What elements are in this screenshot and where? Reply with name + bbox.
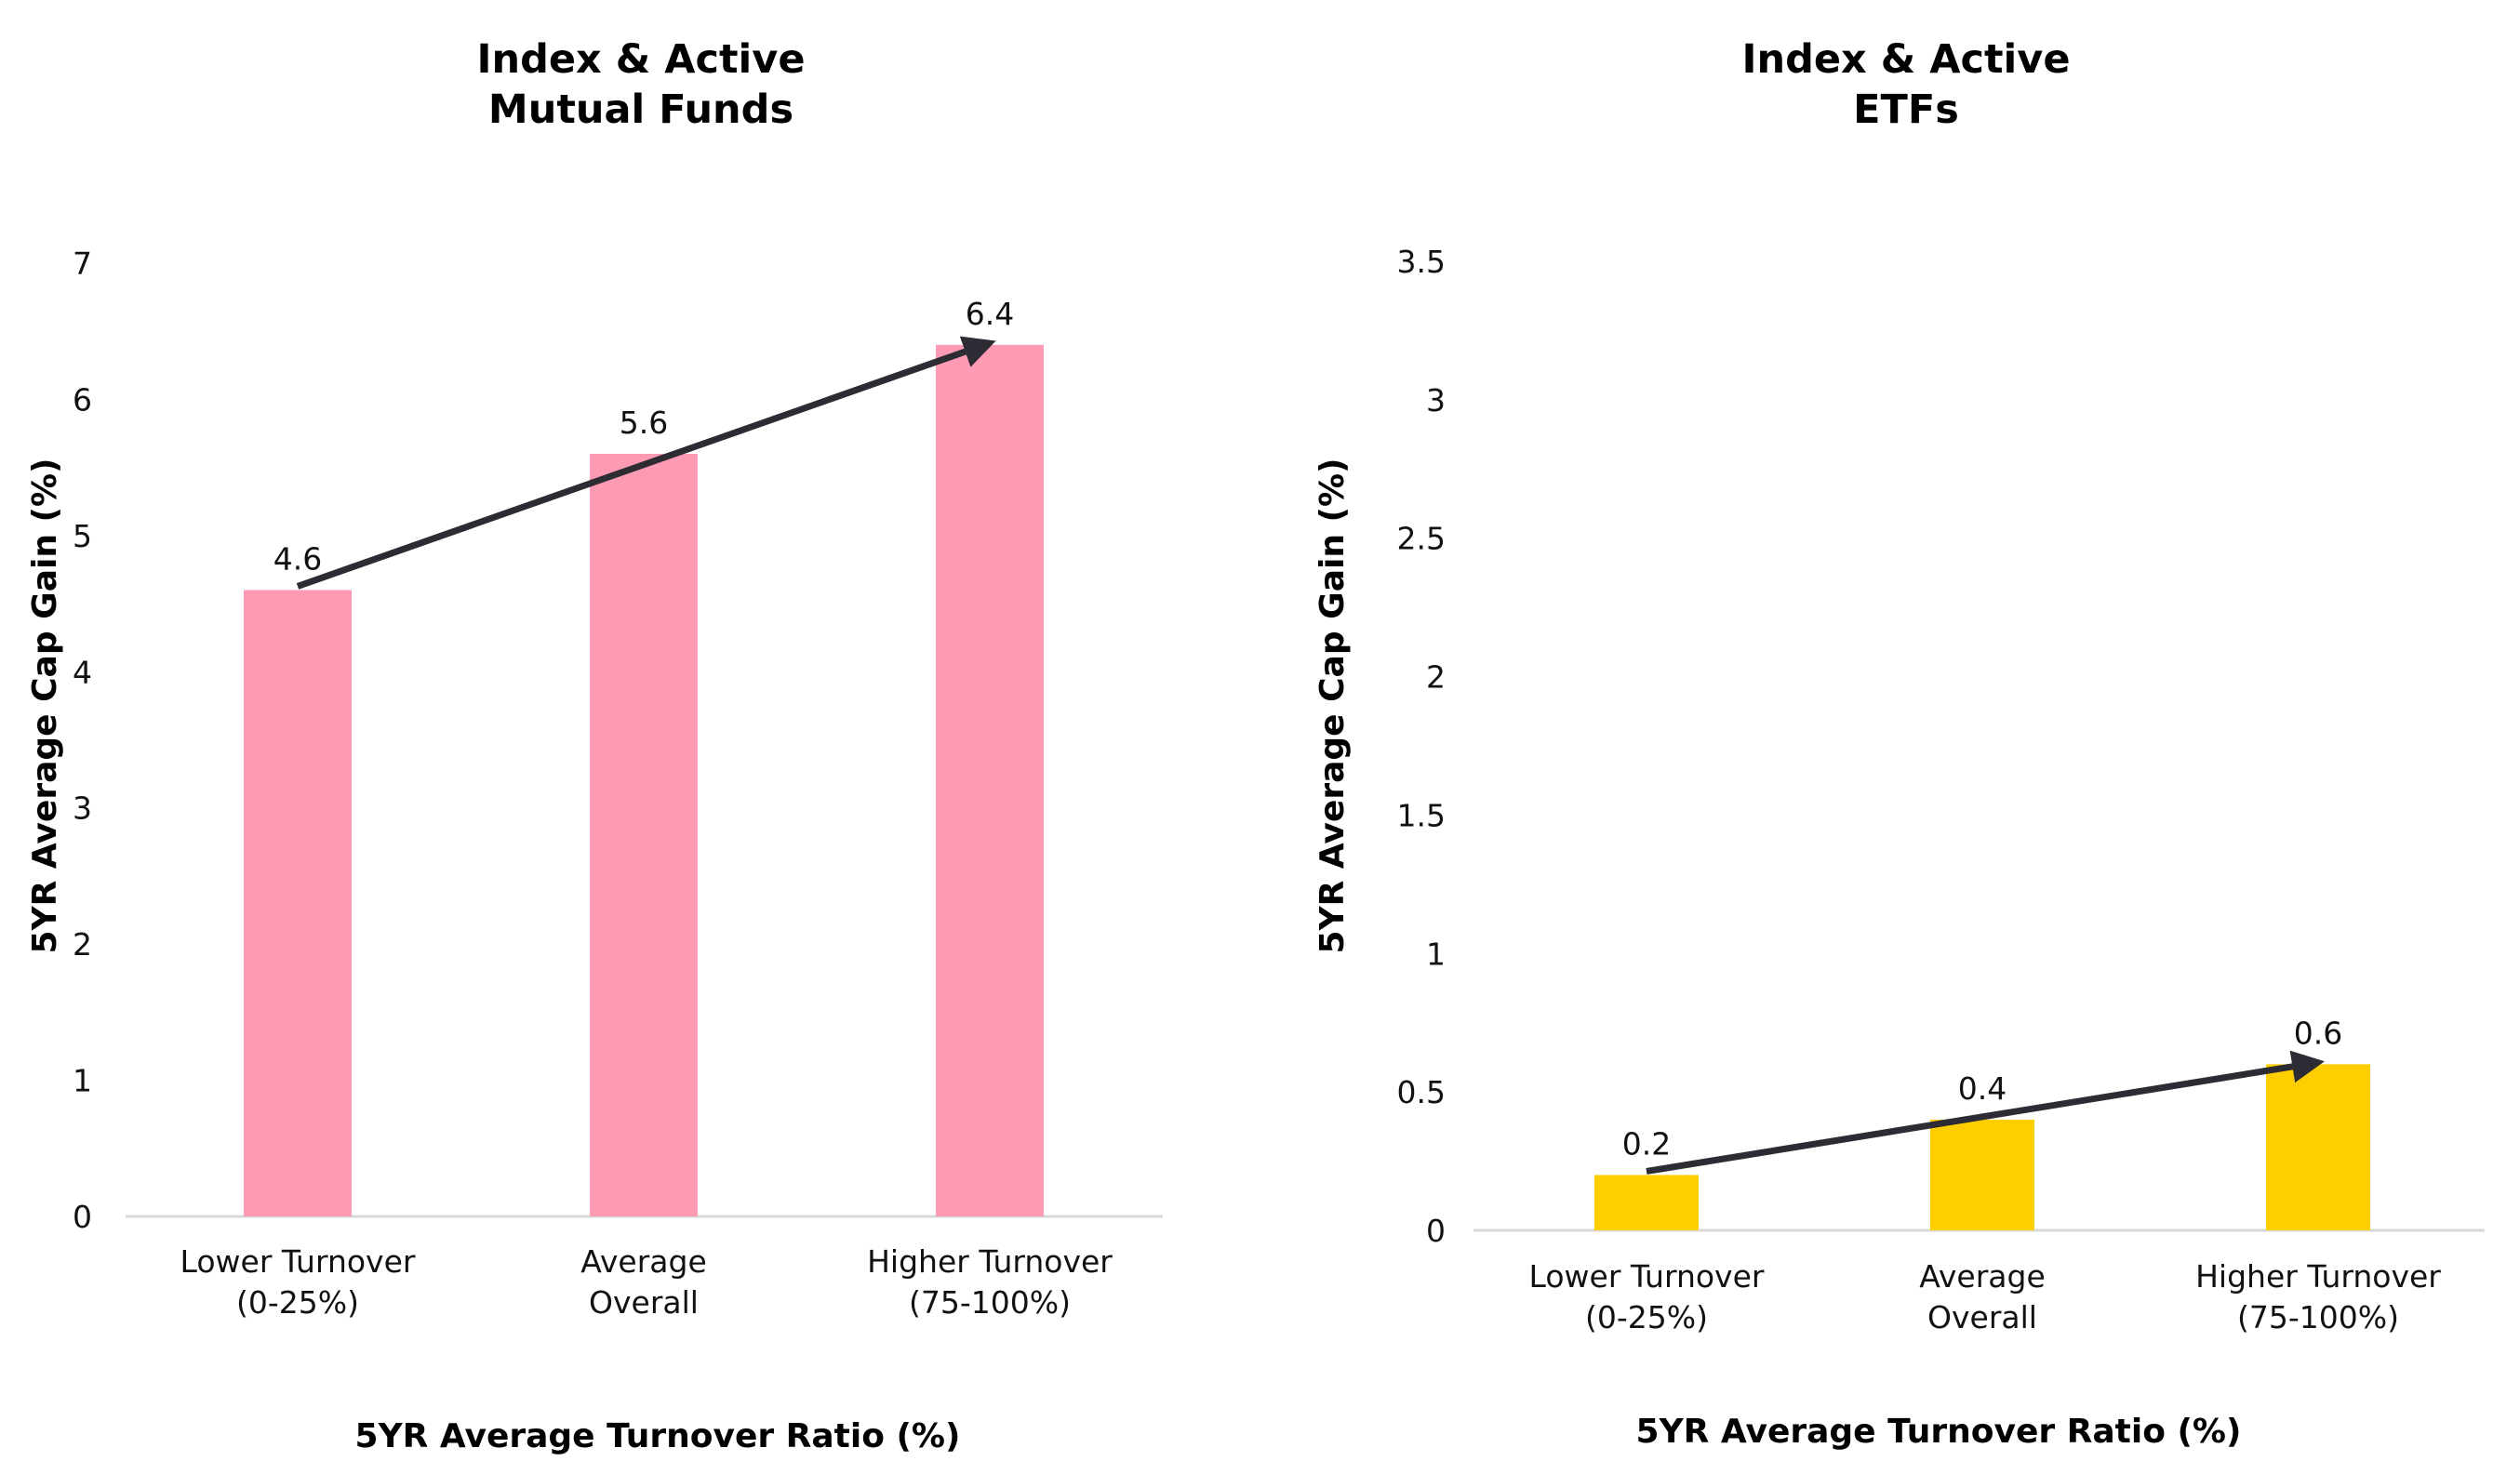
x-tick-label: (0-25%) [1585,1299,1708,1335]
y-tick-label: 7 [73,246,92,282]
y-tick-label: 0 [73,1199,92,1235]
y-tick-label: 2 [1426,659,1446,696]
trend-arrow [1646,1050,2325,1175]
data-label: 0.6 [2294,1015,2342,1051]
data-label: 5.6 [620,405,668,441]
x-tick-label: (75-100%) [909,1284,1071,1321]
y-tick-label: 3.5 [1397,244,1446,280]
x-tick-label: Lower Turnover [1529,1258,1765,1295]
y-tick-label: 4 [73,654,92,690]
y-axis-title: 5YR Average Cap Gain (%) [1313,458,1352,954]
chart-title: Index & Active [477,36,806,83]
bar [590,454,698,1216]
bar [1930,1119,2034,1230]
x-tick-label: Overall [1927,1299,2037,1335]
x-tick-label: Average [580,1243,707,1280]
bar [1594,1175,1699,1230]
y-axis-title: 5YR Average Cap Gain (%) [26,458,64,954]
data-label: 0.2 [1622,1125,1671,1162]
y-tick-label: 3 [73,790,92,827]
bar [244,590,352,1216]
x-tick-label: Overall [589,1284,699,1321]
x-tick-label: Lower Turnover [180,1243,416,1280]
y-tick-label: 0 [1426,1213,1446,1249]
y-tick-label: 1 [73,1063,92,1099]
x-tick-label: Higher Turnover [867,1243,1113,1280]
x-axis-title: 5YR Average Turnover Ratio (%) [355,1417,961,1455]
x-axis-title: 5YR Average Turnover Ratio (%) [1636,1413,2242,1451]
y-tick-label: 3 [1426,382,1446,418]
chart-title: Index & Active [1742,36,2071,83]
y-tick-label: 1.5 [1397,797,1446,833]
x-tick-label: Average [1919,1258,2046,1295]
x-tick-label: Higher Turnover [2195,1258,2441,1295]
y-tick-label: 2.5 [1397,521,1446,557]
trend-arrow [296,336,996,590]
y-tick-label: 5 [73,518,92,554]
y-tick-label: 2 [73,926,92,963]
y-tick-label: 6 [73,381,92,418]
x-tick-label: (75-100%) [2237,1299,2399,1335]
data-label: 4.6 [273,540,322,577]
chart-title: ETFs [1853,86,1959,133]
bar [2266,1064,2370,1230]
x-tick-label: (0-25%) [236,1284,359,1321]
bar [936,344,1044,1216]
chart-title: Mutual Funds [488,86,793,133]
y-tick-label: 1 [1426,936,1446,972]
data-label: 6.4 [966,296,1014,332]
y-tick-label: 0.5 [1397,1074,1446,1110]
data-label: 0.4 [1958,1070,2007,1107]
